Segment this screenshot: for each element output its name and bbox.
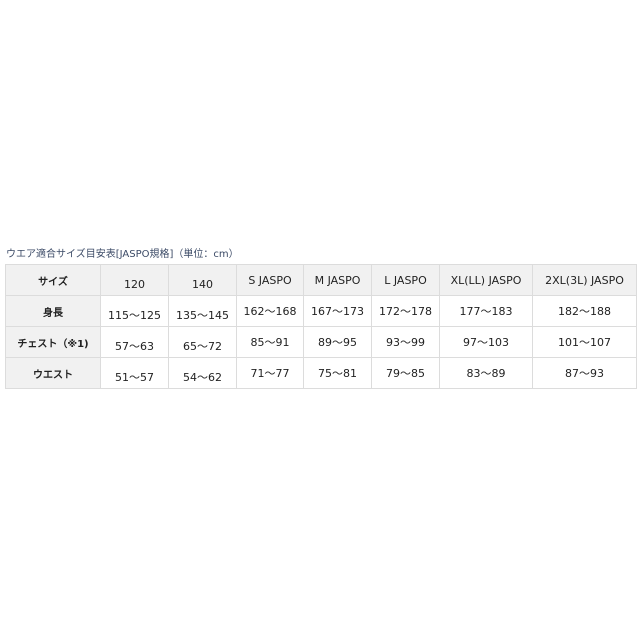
table-cell: 83〜89 xyxy=(439,357,533,389)
table-caption: ウエア適合サイズ目安表[JASPO規格]（単位：cm） xyxy=(6,249,239,260)
table-cell: 75〜81 xyxy=(303,357,372,389)
table-cell: 51〜57 xyxy=(100,357,169,389)
table-cell: 135〜145 xyxy=(168,295,237,327)
table-cell: 71〜77 xyxy=(236,357,304,389)
table-cell: 85〜91 xyxy=(236,326,304,358)
table-row-height: 身長 115〜125 135〜145 162〜168 167〜173 172〜1… xyxy=(5,295,637,327)
table-cell: 97〜103 xyxy=(439,326,533,358)
table-row-waist: ウエスト 51〜57 54〜62 71〜77 75〜81 79〜85 83〜89… xyxy=(5,357,637,389)
table-cell: 167〜173 xyxy=(303,295,372,327)
table-cell: 65〜72 xyxy=(168,326,237,358)
header-cell: M JASPO xyxy=(303,264,372,296)
table-cell: 177〜183 xyxy=(439,295,533,327)
size-chart-table: サイズ 120 140 S JASPO M JASPO L JASPO XL(L… xyxy=(5,264,637,389)
row-label: 身長 xyxy=(5,295,101,327)
table-row-chest: チェスト（※1) 57〜63 65〜72 85〜91 89〜95 93〜99 9… xyxy=(5,326,637,358)
table-cell: 57〜63 xyxy=(100,326,169,358)
table-cell: 89〜95 xyxy=(303,326,372,358)
table-cell: 162〜168 xyxy=(236,295,304,327)
header-row: サイズ 120 140 S JASPO M JASPO L JASPO XL(L… xyxy=(5,264,637,296)
header-cell: L JASPO xyxy=(371,264,440,296)
row-label: チェスト（※1) xyxy=(5,326,101,358)
table-cell: 172〜178 xyxy=(371,295,440,327)
table-cell: 54〜62 xyxy=(168,357,237,389)
table-cell: 101〜107 xyxy=(532,326,637,358)
header-cell: 120 xyxy=(100,264,169,296)
header-cell: 2XL(3L) JASPO xyxy=(532,264,637,296)
header-cell: XL(LL) JASPO xyxy=(439,264,533,296)
table-cell: 182〜188 xyxy=(532,295,637,327)
table-cell: 93〜99 xyxy=(371,326,440,358)
table-cell: 79〜85 xyxy=(371,357,440,389)
table-cell: 87〜93 xyxy=(532,357,637,389)
header-cell-size: サイズ xyxy=(5,264,101,296)
table-cell: 115〜125 xyxy=(100,295,169,327)
row-label: ウエスト xyxy=(5,357,101,389)
header-cell: S JASPO xyxy=(236,264,304,296)
header-cell: 140 xyxy=(168,264,237,296)
